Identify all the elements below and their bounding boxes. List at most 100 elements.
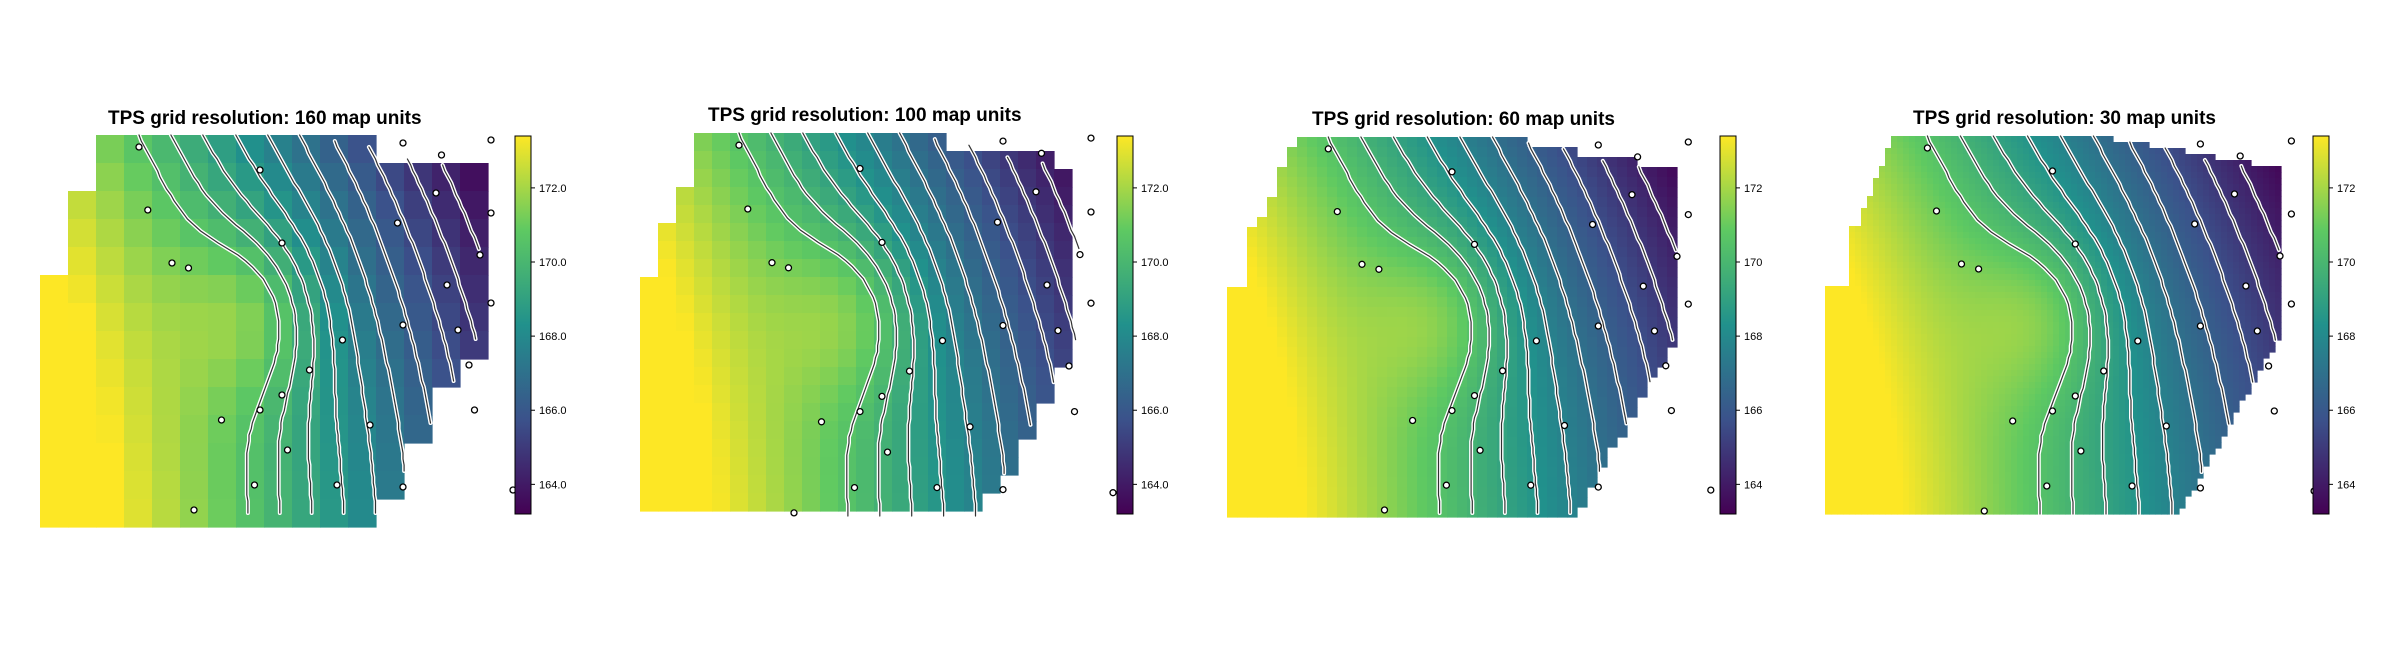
raster-cell	[1873, 352, 1880, 359]
raster-cell	[1367, 277, 1378, 288]
raster-cell	[2269, 166, 2276, 173]
raster-cell	[2047, 148, 2054, 155]
raster-cell	[2029, 268, 2036, 275]
raster-cell	[1957, 334, 1964, 341]
raster-cell	[1427, 497, 1438, 508]
raster-cell	[1487, 367, 1498, 378]
raster-cell	[1897, 352, 1904, 359]
raster-cell	[1507, 307, 1518, 318]
raster-cell	[2155, 178, 2162, 185]
raster-cell	[2053, 358, 2060, 365]
sample-point	[135, 143, 143, 151]
raster-cell	[1357, 467, 1368, 478]
raster-cell	[1843, 328, 1850, 335]
raster-cell	[2203, 166, 2210, 173]
raster-cell	[1867, 298, 1874, 305]
raster-cell	[1457, 397, 1468, 408]
raster-cell	[1407, 457, 1418, 468]
raster-cell	[2191, 172, 2198, 179]
raster-cell	[40, 275, 69, 304]
raster-cell	[1927, 232, 1934, 239]
raster-cell	[2035, 328, 2042, 335]
raster-cell	[2149, 316, 2156, 323]
raster-cell	[1921, 178, 1928, 185]
raster-cell	[2053, 196, 2060, 203]
raster-cell	[1939, 244, 1946, 251]
raster-cell	[2011, 352, 2018, 359]
raster-cell	[1337, 267, 1348, 278]
raster-cell	[1957, 358, 1964, 365]
raster-cell	[1507, 447, 1518, 458]
raster-cell	[1377, 177, 1388, 188]
raster-cell	[1933, 262, 1940, 269]
raster-cell	[292, 443, 321, 472]
raster-cell	[1981, 316, 1988, 323]
raster-cell	[1257, 427, 1268, 438]
raster-cell	[2089, 178, 2096, 185]
raster-cell	[2197, 244, 2204, 251]
raster-cell	[1987, 154, 1994, 161]
raster-cell	[2059, 220, 2066, 227]
raster-cell	[1963, 304, 1970, 311]
raster-cell	[1457, 147, 1468, 158]
raster-cell	[2071, 292, 2078, 299]
raster-cell	[1307, 267, 1318, 278]
raster-cell	[1597, 177, 1608, 188]
raster-cell	[2131, 292, 2138, 299]
raster-cell	[1915, 208, 1922, 215]
raster-cell	[2239, 196, 2246, 203]
raster-cell	[1939, 226, 1946, 233]
raster-cell	[1849, 352, 1856, 359]
raster-cell	[1657, 247, 1668, 258]
raster-cell	[1307, 427, 1318, 438]
raster-cell	[1337, 187, 1348, 198]
raster-cell	[1927, 322, 1934, 329]
raster-cell	[1237, 407, 1248, 418]
raster-cell	[1647, 197, 1658, 208]
raster-cell	[1407, 157, 1418, 168]
raster-cell	[1527, 337, 1538, 348]
raster-cell	[802, 313, 821, 332]
raster-cell	[2143, 166, 2150, 173]
raster-cell	[2203, 274, 2210, 281]
raster-cell	[1547, 507, 1558, 518]
raster-cell	[2077, 238, 2084, 245]
raster-cell	[1957, 184, 1964, 191]
raster-cell	[1891, 286, 1898, 293]
raster-cell	[766, 295, 785, 314]
raster-cell	[1861, 322, 1868, 329]
raster-cell	[2131, 328, 2138, 335]
raster-cell	[1627, 197, 1638, 208]
raster-cell	[856, 403, 875, 422]
raster-cell	[1367, 287, 1378, 298]
contour-line	[1562, 148, 1651, 383]
raster-cell	[2035, 310, 2042, 317]
raster-cell	[1617, 157, 1628, 168]
raster-cell	[1921, 292, 1928, 299]
raster-cell	[1993, 244, 2000, 251]
raster-cell	[2179, 340, 2186, 347]
raster-cell	[856, 259, 875, 278]
raster-cell	[2203, 208, 2210, 215]
raster-cell	[802, 169, 821, 188]
raster-cell	[946, 403, 965, 422]
raster-cell	[748, 277, 767, 296]
raster-cell	[1939, 304, 1946, 311]
raster-cell	[96, 415, 125, 444]
raster-cell	[1477, 277, 1488, 288]
raster-cell	[1975, 202, 1982, 209]
raster-cell	[1933, 292, 1940, 299]
raster-cell	[1297, 357, 1308, 368]
raster-cell	[1981, 328, 1988, 335]
raster-cell	[1257, 367, 1268, 378]
raster-cell	[2185, 208, 2192, 215]
raster-cell	[2143, 334, 2150, 341]
raster-cell	[1637, 177, 1648, 188]
raster-cell	[1487, 487, 1498, 498]
raster-cell	[180, 471, 209, 500]
raster-cell	[2113, 160, 2120, 167]
raster-cell	[1517, 377, 1528, 388]
raster-cell	[2263, 226, 2270, 233]
raster-cell	[2197, 166, 2204, 173]
raster-cell	[2167, 238, 2174, 245]
